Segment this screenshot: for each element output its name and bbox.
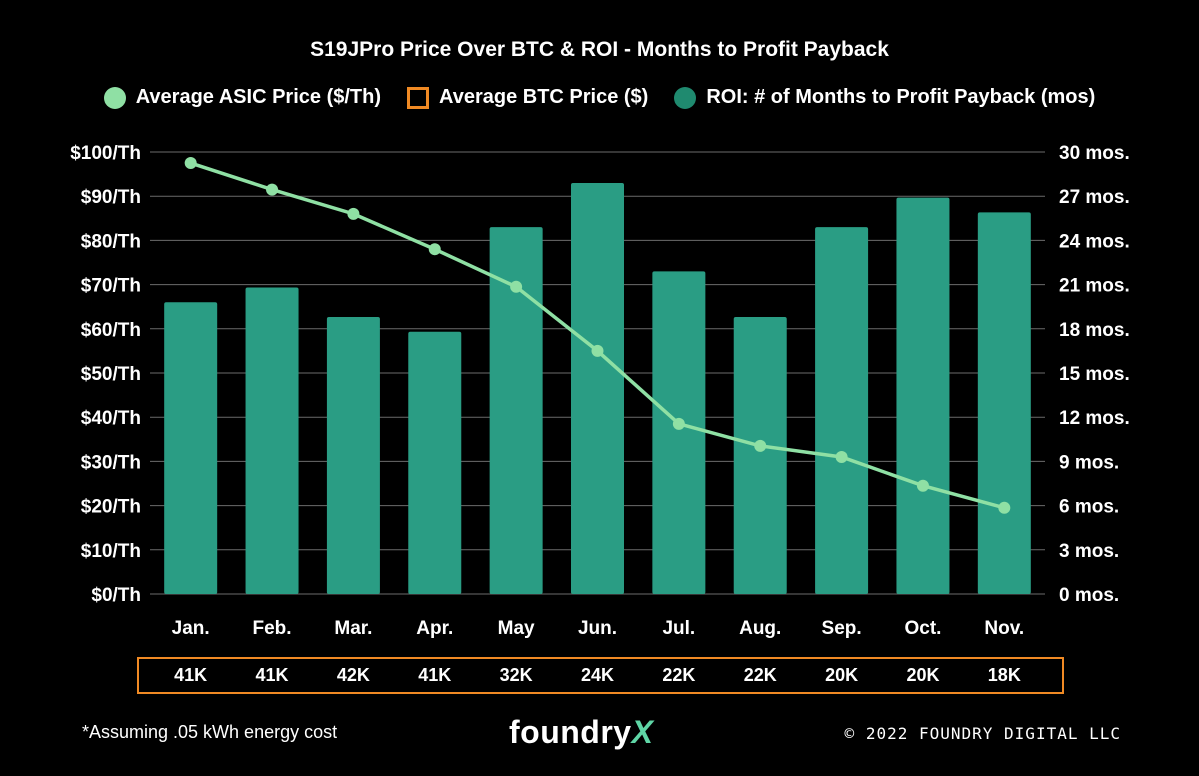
btc-price-value: 20K bbox=[906, 665, 940, 685]
bar-roi bbox=[489, 227, 543, 594]
legend-marker-asic bbox=[103, 86, 126, 109]
right-tick-label: 9 mos. bbox=[1059, 452, 1119, 473]
left-tick-label: $60/Th bbox=[81, 320, 141, 341]
right-tick-label: 30 mos. bbox=[1059, 143, 1130, 164]
point-asic-price bbox=[835, 450, 848, 463]
x-tick-label: Jul. bbox=[662, 618, 695, 639]
copyright: © 2022 FOUNDRY DIGITAL LLC bbox=[844, 724, 1121, 743]
point-asic-price bbox=[591, 344, 604, 357]
legend-item-roi: ROI: # of Months to Profit Payback (mos) bbox=[674, 86, 1095, 109]
btc-price-value: 41K bbox=[255, 665, 289, 685]
legend-item-btc: Average BTC Price ($) bbox=[407, 86, 648, 109]
legend-item-asic: Average ASIC Price ($/Th) bbox=[103, 86, 381, 109]
bar-roi bbox=[977, 212, 1031, 594]
btc-price-value: 42K bbox=[336, 665, 370, 685]
bar-roi bbox=[164, 302, 218, 594]
legend-label-asic: Average ASIC Price ($/Th) bbox=[135, 86, 381, 108]
bar-roi bbox=[652, 271, 706, 594]
btc-price-value: 22K bbox=[743, 665, 777, 685]
left-tick-label: $40/Th bbox=[81, 408, 141, 429]
legend-label-btc: Average BTC Price ($) bbox=[439, 86, 649, 108]
btc-price-value: 41K bbox=[418, 665, 452, 685]
legend-label-roi: ROI: # of Months to Profit Payback (mos) bbox=[706, 86, 1096, 108]
bar-roi bbox=[245, 287, 299, 594]
x-tick-label: Aug. bbox=[739, 618, 781, 639]
left-tick-label: $20/Th bbox=[81, 497, 141, 518]
x-tick-label: Feb. bbox=[253, 618, 292, 639]
x-tick-label: Jan. bbox=[172, 618, 210, 639]
right-tick-label: 12 mos. bbox=[1059, 408, 1130, 429]
left-tick-label: $10/Th bbox=[81, 541, 141, 562]
left-tick-label: $80/Th bbox=[81, 231, 141, 252]
right-tick-label: 3 mos. bbox=[1059, 541, 1119, 562]
point-asic-price bbox=[184, 157, 197, 170]
point-asic-price bbox=[428, 243, 441, 256]
right-tick-label: 27 mos. bbox=[1059, 187, 1130, 208]
left-tick-label: $50/Th bbox=[81, 364, 141, 385]
right-tick-label: 18 mos. bbox=[1059, 320, 1130, 341]
x-tick-label: Jun. bbox=[578, 618, 617, 639]
btc-price-value: 20K bbox=[825, 665, 859, 685]
legend-marker-btc bbox=[407, 86, 429, 109]
x-tick-label: Nov. bbox=[984, 618, 1024, 639]
chart-title: S19JPro Price Over BTC & ROI - Months to… bbox=[310, 38, 889, 61]
btc-price-value: 41K bbox=[174, 665, 208, 685]
legend: Average ASIC Price ($/Th) Average BTC Pr… bbox=[0, 86, 1199, 109]
footnote: *Assuming .05 kWh energy cost bbox=[82, 722, 338, 742]
right-tick-label: 0 mos. bbox=[1059, 585, 1119, 606]
bar-roi bbox=[815, 227, 869, 594]
btc-price-value: 22K bbox=[662, 665, 696, 685]
x-tick-label: Oct. bbox=[904, 618, 941, 639]
x-tick-label: May bbox=[498, 618, 535, 639]
legend-marker-roi bbox=[674, 86, 697, 109]
btc-price-value: 32K bbox=[499, 665, 533, 685]
point-asic-price bbox=[266, 183, 279, 196]
right-tick-label: 6 mos. bbox=[1059, 497, 1119, 518]
x-tick-label: Apr. bbox=[416, 618, 453, 639]
point-asic-price bbox=[998, 501, 1011, 514]
point-asic-price bbox=[916, 479, 929, 492]
btc-price-value: 24K bbox=[580, 665, 615, 685]
point-asic-price bbox=[754, 439, 767, 452]
point-asic-price bbox=[347, 207, 360, 220]
point-asic-price bbox=[672, 417, 685, 430]
left-tick-label: $90/Th bbox=[81, 187, 141, 208]
left-tick-label: $70/Th bbox=[81, 276, 141, 297]
left-tick-label: $30/Th bbox=[81, 452, 141, 473]
logo-text: foundry bbox=[509, 714, 632, 750]
x-tick-label: Mar. bbox=[334, 618, 372, 639]
bar-roi bbox=[408, 331, 462, 594]
x-tick-label: Sep. bbox=[822, 618, 862, 639]
bar-roi bbox=[733, 317, 787, 594]
logo-x: X bbox=[631, 714, 654, 750]
right-tick-label: 24 mos. bbox=[1059, 231, 1130, 252]
right-tick-label: 15 mos. bbox=[1059, 364, 1130, 385]
foundry-logo: foundryX bbox=[509, 714, 653, 751]
left-tick-label: $0/Th bbox=[91, 585, 141, 606]
btc-price-box: 41K 41K 42K 41K 32K 24K 22K 22K 20K 20K 18K bbox=[137, 657, 1064, 694]
left-tick-label: $100/Th bbox=[70, 143, 141, 164]
point-asic-price bbox=[510, 280, 523, 293]
right-tick-label: 21 mos. bbox=[1059, 276, 1130, 297]
btc-price-value: 18K bbox=[987, 665, 1021, 685]
bar-roi bbox=[326, 317, 380, 594]
bar-roi bbox=[571, 182, 624, 594]
chart-plot: $0/Th 0 mos. $10/Th 3 mos. $20/Th 6 mos. $30/T… bbox=[70, 143, 1130, 639]
bar-roi bbox=[896, 197, 950, 594]
